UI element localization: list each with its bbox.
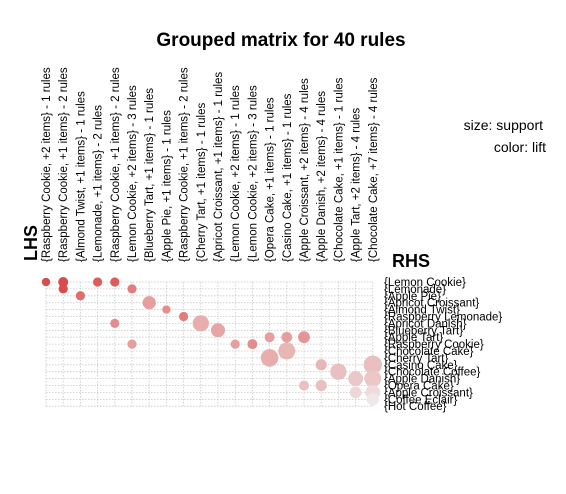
rule-point [127, 284, 137, 294]
lhs-label: {Opera Cake, +1 items} - 1 rules [265, 97, 277, 262]
rhs-label: {Apple Danish} [384, 374, 460, 386]
rule-point [127, 339, 137, 349]
rule-point [58, 277, 69, 287]
lhs-label: {Raspberry Cookie, +1 items} - 2 rules [110, 67, 122, 262]
rhs-label: {Raspberry Cookie} [384, 339, 484, 351]
rule-point [75, 291, 86, 301]
rule-point [315, 379, 327, 392]
rule-point [142, 296, 156, 310]
rule-point [110, 318, 120, 329]
rhs-label: {Blueberry Tart} [384, 325, 463, 337]
lhs-label: {Apple Danish, +2 items} - 4 rules [316, 91, 328, 262]
rhs-label: {Apple Croissant} [384, 387, 473, 399]
legend-color: color: lift [494, 139, 546, 155]
rhs-label: {Apricot Croissant} [384, 298, 479, 310]
rhs-labels: {Lemon Cookie}{Lemonade}{Apple Pie}{Apri… [384, 277, 502, 413]
lhs-label: {Apple Croissant, +2 items} - 4 rules [299, 78, 311, 262]
rule-point [278, 342, 296, 360]
lhs-label: {Lemon Cookie, +2 items} - 3 rules [127, 85, 139, 262]
lhs-label: {Raspberry Cookie, +1 items} - 2 rules [58, 67, 70, 262]
rule-point [92, 277, 103, 287]
rule-point [315, 359, 327, 371]
rule-point [110, 277, 120, 287]
rule-point [41, 277, 51, 287]
rule-point [58, 284, 68, 294]
rhs-label: {Raspberry Lemonade} [384, 312, 502, 324]
lhs-label: {Lemon Cookie, +2 items} - 1 rules [230, 85, 242, 262]
rule-point [298, 331, 310, 344]
y-axis-title: RHS [392, 251, 430, 271]
lhs-label: {Chocolate Cake, +7 items} - 4 rules [368, 77, 380, 262]
x-axis-title: LHS [21, 225, 41, 261]
rule-point [330, 363, 347, 380]
rule-point [348, 371, 364, 387]
rule-point [260, 349, 279, 367]
rhs-label: {Lemon Cookie} [384, 277, 466, 289]
lhs-label: {Raspberry Cookie, +2 items} - 1 rules [41, 67, 53, 262]
rule-point [281, 331, 293, 343]
rhs-label: {Apple Pie} [384, 291, 441, 303]
lhs-label: {Blueberry Tart, +1 items} - 1 rules [144, 88, 156, 262]
rhs-label: {Apple Tart} [384, 332, 443, 344]
rule-point [364, 370, 382, 388]
rhs-label: {Coffee Eclair} [384, 394, 457, 406]
lhs-label: {Apricot Croissant, +1 items} - 1 rules [213, 72, 225, 262]
rhs-label: {Apricot Danish} [384, 318, 467, 330]
lhs-label: {Lemonade, +1 items} - 2 rules [93, 105, 105, 262]
rule-point [264, 332, 275, 343]
rule-point [230, 339, 240, 349]
rhs-label: {Hot Coffee} [384, 401, 447, 413]
lhs-label: {Apple Tart, +2 items} - 4 rules [351, 108, 363, 262]
rhs-label: {Casino Cake} [384, 360, 458, 372]
rule-point [366, 393, 379, 406]
rule-point [247, 339, 258, 350]
rule-point [299, 380, 309, 391]
rhs-label: {Almond Twist} [384, 305, 460, 317]
lhs-label: {Almond Twist, +1 items} - 1 rules [75, 91, 87, 262]
rule-point [349, 386, 362, 399]
rule-point [178, 311, 189, 322]
rule-point [210, 323, 226, 338]
rule-point [192, 315, 209, 332]
lhs-label: {Casino Cake, +1 items} - 1 rules [282, 93, 294, 262]
lhs-label: {Apple Pie, +1 items} - 1 rules [161, 110, 173, 262]
chart-title: Grouped matrix for 40 rules [156, 30, 405, 51]
lhs-label: {Chocolate Cake, +1 items} - 1 rules [333, 77, 345, 262]
rule-point [162, 305, 171, 314]
lhs-label: {Lemon Cookie, +2 items} - 3 rules [247, 85, 259, 262]
legend-size: size: support [464, 117, 543, 133]
rhs-label: {Chocolate Coffee} [384, 367, 480, 379]
rhs-label: {Lemonade} [384, 284, 446, 296]
rhs-label: {Opera Cake} [384, 381, 454, 393]
lhs-label: {Raspberry Cookie, +1 items} - 2 rules [179, 67, 191, 262]
rhs-label: {Cherry Tart} [384, 353, 449, 365]
rule-point [363, 355, 382, 374]
rhs-label: {Chocolate Cake} [384, 346, 474, 358]
lhs-label: {Cherry Tart, +1 items} - 1 rules [196, 102, 208, 262]
rule-points [41, 277, 382, 406]
lhs-labels: {Raspberry Cookie, +2 items} - 1 rules {R… [41, 67, 380, 262]
